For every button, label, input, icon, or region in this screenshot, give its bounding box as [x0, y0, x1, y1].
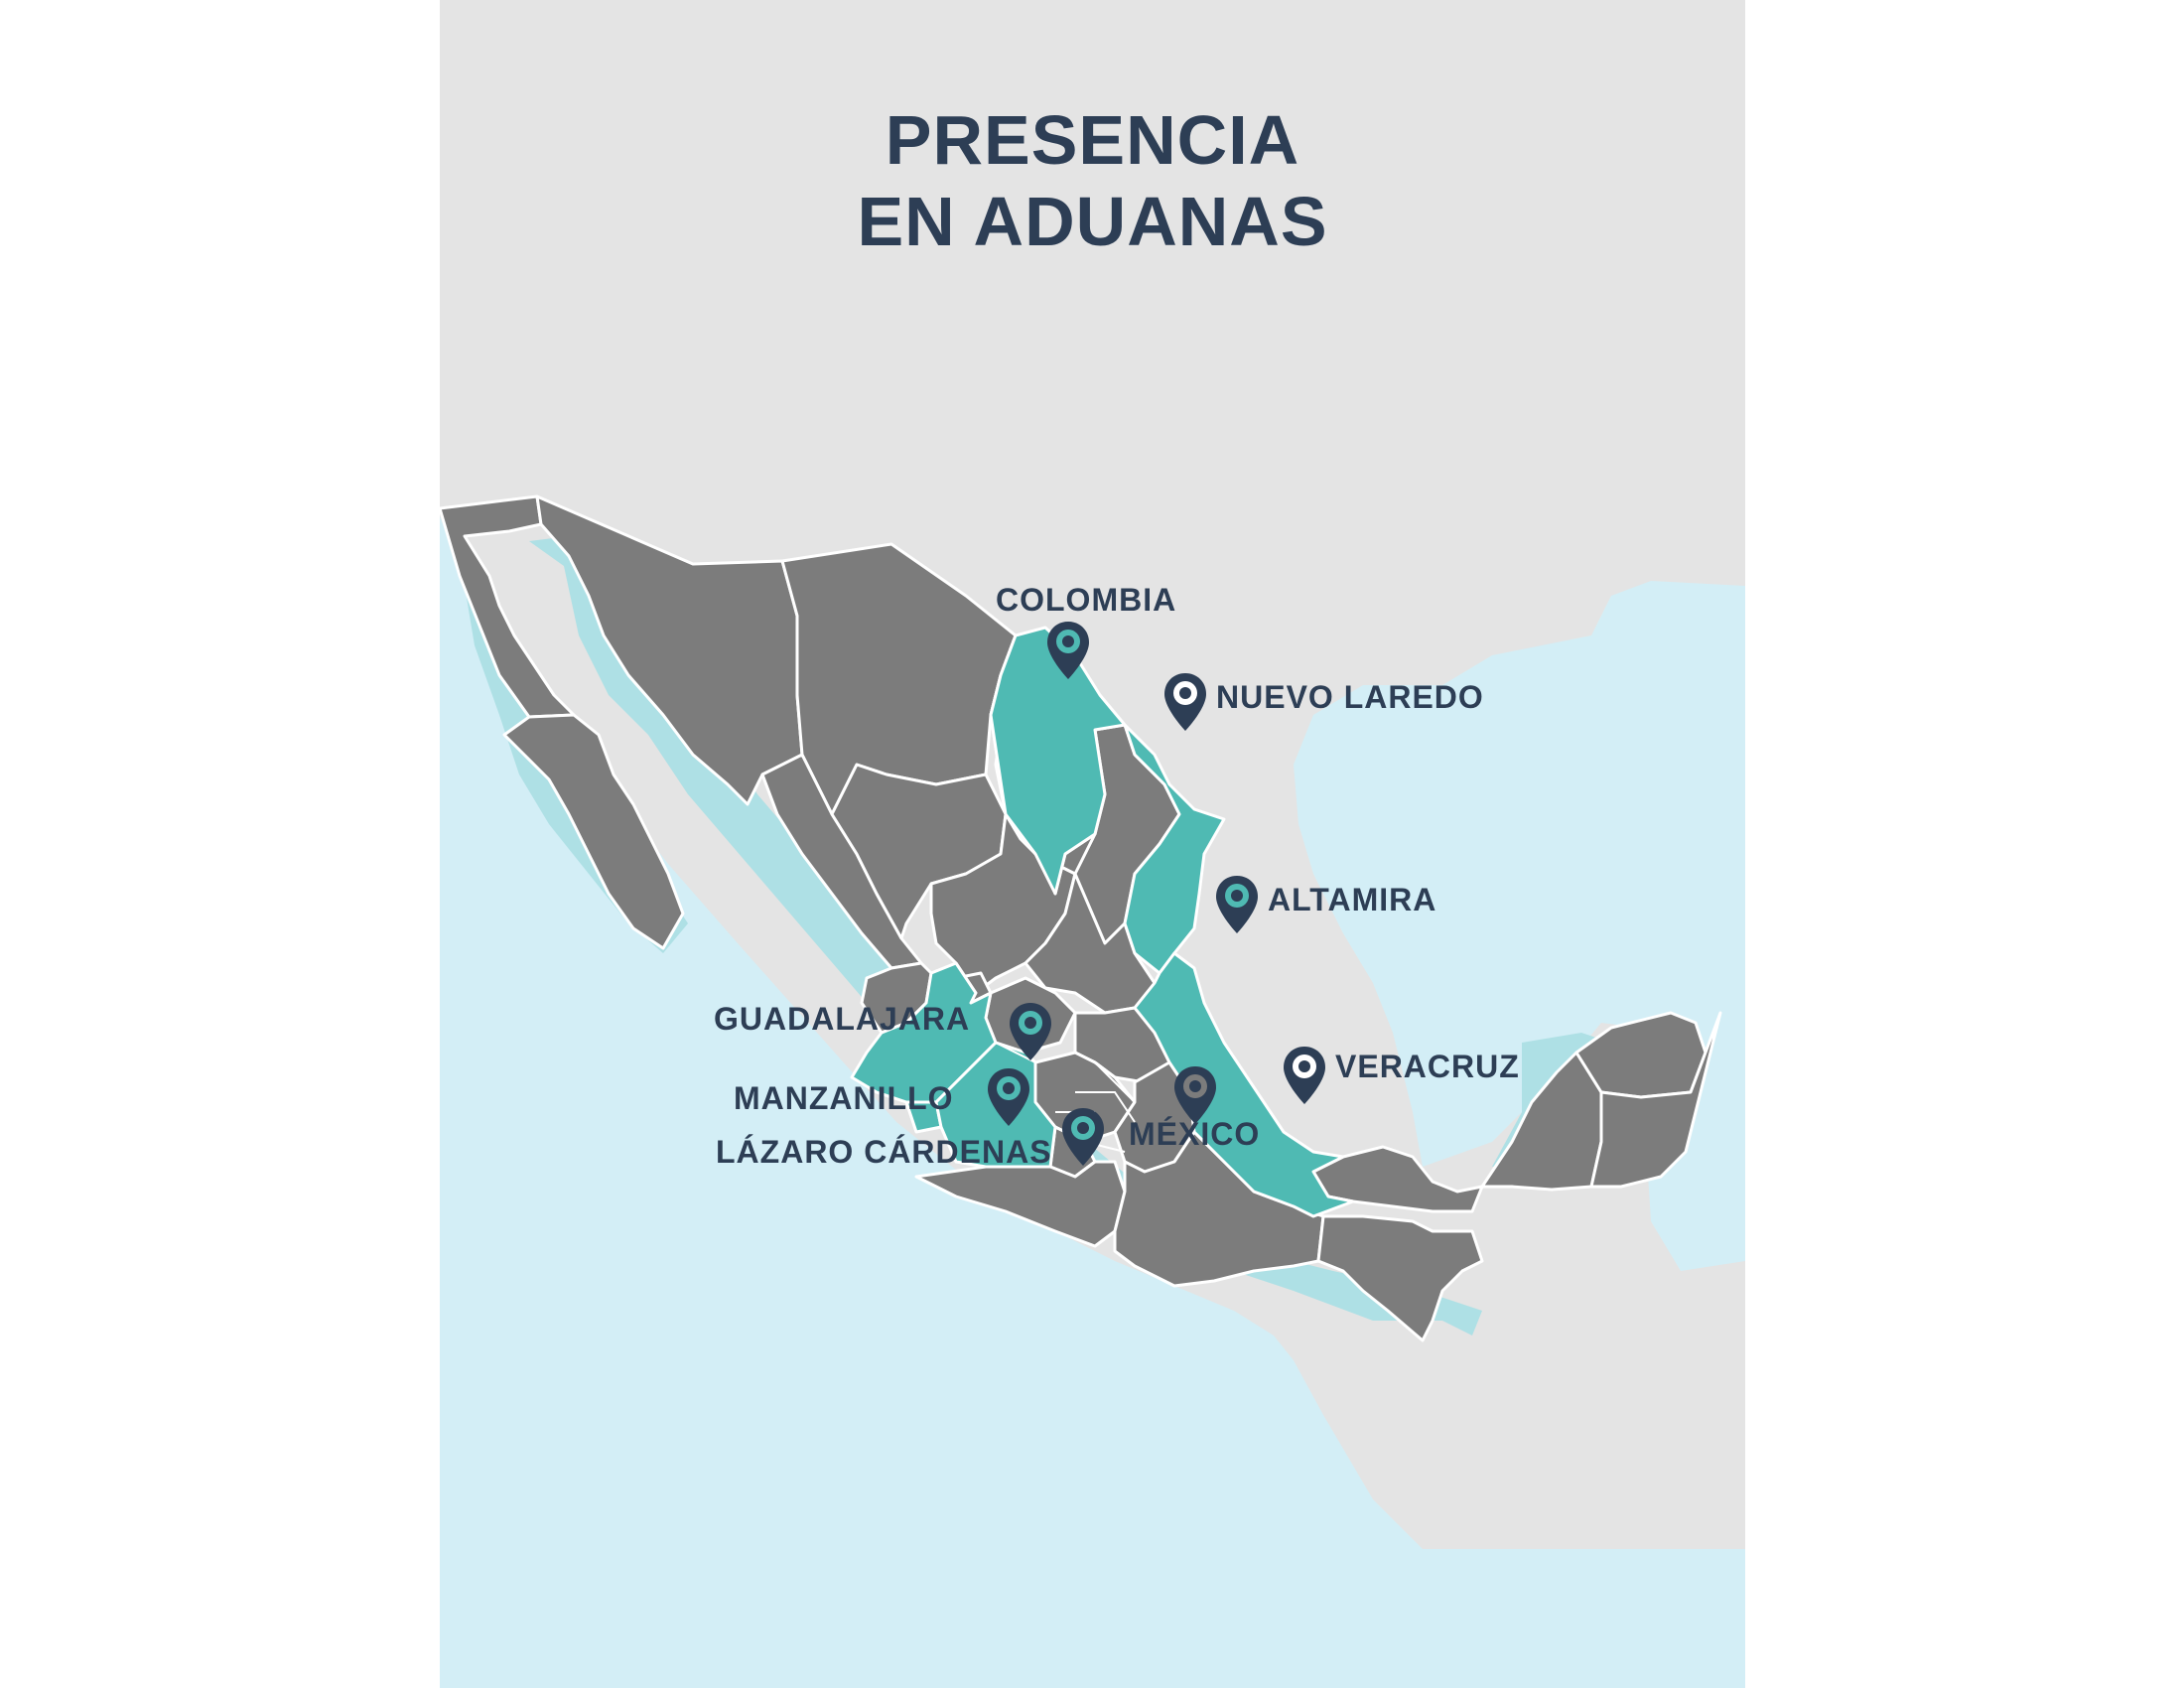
location-pin-icon[interactable]: [1162, 671, 1208, 733]
highlighted-states: [850, 626, 1355, 1218]
location-pin-icon[interactable]: [1172, 1064, 1218, 1126]
label-lazaro-cardenas: LÁZARO CÁRDENAS: [716, 1134, 1052, 1170]
title-line-2: EN ADUANAS: [857, 183, 1328, 260]
state-veracruz: [1133, 951, 1355, 1218]
state-chiapas: [1316, 1214, 1484, 1342]
label-veracruz: VERACRUZ: [1335, 1049, 1520, 1084]
location-pin-icon[interactable]: [986, 1066, 1031, 1128]
state-oaxaca: [1113, 1130, 1325, 1288]
gulf-of-mexico: [1294, 581, 1745, 1271]
map-poster: PRESENCIA EN ADUANAS COLOMBIA NUEVO LARE…: [440, 0, 1745, 1688]
location-pin-icon[interactable]: [1045, 620, 1091, 681]
title-line-1: PRESENCIA: [885, 101, 1300, 179]
pacific-ocean: [440, 516, 1745, 1688]
mexico-states: [440, 494, 1722, 1342]
label-manzanillo: MANZANILLO: [734, 1080, 954, 1116]
label-mexico: MÉXICO: [1129, 1116, 1261, 1152]
label-guadalajara: GUADALAJARA: [714, 1001, 971, 1037]
location-pin-icon[interactable]: [1282, 1045, 1327, 1106]
state-jalisco: [850, 961, 998, 1104]
location-pin-icon[interactable]: [1060, 1106, 1106, 1168]
page-title: PRESENCIA EN ADUANAS: [440, 99, 1745, 262]
state-baja-california-sur: [502, 713, 685, 950]
location-pin-icon[interactable]: [1214, 874, 1260, 935]
mexico-map: [440, 0, 1745, 1688]
state-coahuila: [989, 626, 1127, 896]
label-colombia: COLOMBIA: [996, 582, 1177, 618]
state-quintana-roo: [1589, 1011, 1722, 1189]
location-pin-icon[interactable]: [1008, 1001, 1053, 1062]
label-nuevo-laredo: NUEVO LAREDO: [1216, 679, 1484, 715]
state-baja-california: [440, 494, 576, 719]
label-altamira: ALTAMIRA: [1268, 882, 1437, 917]
